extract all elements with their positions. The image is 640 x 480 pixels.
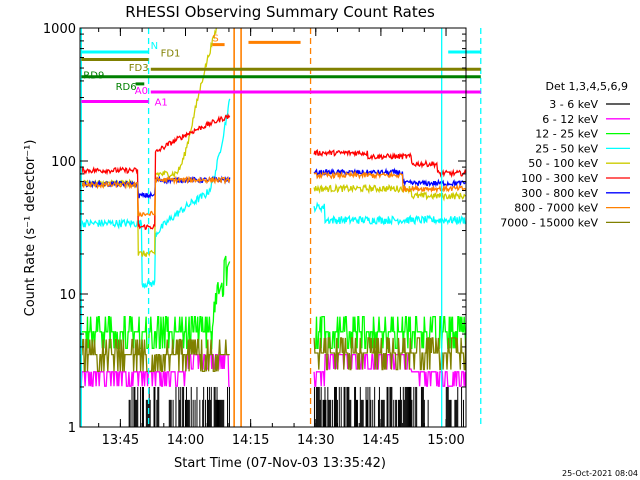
legend-label: 7000 - 15000 keV bbox=[500, 216, 598, 229]
timestamp: 25-Oct-2021 08:04 bbox=[562, 469, 638, 478]
legend-label: 100 - 300 keV bbox=[521, 172, 598, 185]
series-line-25-50-kev-1 bbox=[313, 201, 466, 226]
legend-label: 6 - 12 keV bbox=[542, 113, 598, 126]
chart-title: RHESSI Observing Summary Count Rates bbox=[125, 3, 435, 21]
series-line-25-50-kev-0 bbox=[80, 98, 231, 290]
flag-label-s: S bbox=[212, 34, 218, 45]
y-tick-label: 1000 bbox=[43, 22, 76, 37]
flag-label-fd1: FD1 bbox=[161, 48, 181, 59]
legend-label: 300 - 800 keV bbox=[521, 187, 598, 200]
flag-label-fd3: FD3 bbox=[129, 63, 149, 74]
y-axis: 1 10 100 1000 bbox=[43, 22, 466, 436]
x-axis: 13:45 14:00 14:15 14:30 14:45 15:00 bbox=[98, 28, 465, 448]
series-line-6-12-kev-1 bbox=[313, 353, 466, 387]
series-line-12-25-kev-0 bbox=[80, 255, 231, 350]
series-line-100-300-kev-1 bbox=[313, 148, 466, 179]
legend-label: 12 - 25 keV bbox=[535, 128, 598, 141]
legend-label: 50 - 100 keV bbox=[528, 157, 598, 170]
flag-label-rd6: RD6 bbox=[116, 82, 137, 93]
plot-frame bbox=[79, 27, 467, 428]
x-tick-label: 14:45 bbox=[362, 433, 399, 448]
legend-label: 800 - 7000 keV bbox=[514, 202, 598, 215]
series-line-300-800-kev-1 bbox=[313, 167, 466, 188]
series-line-7000-15000-kev-0 bbox=[80, 338, 230, 372]
series-line-7000-15000-kev-1 bbox=[313, 337, 466, 371]
series-line-800-7000-kev-0 bbox=[80, 175, 231, 218]
legend-label: 25 - 50 keV bbox=[535, 142, 598, 155]
x-tick-label: 14:30 bbox=[297, 433, 334, 448]
y-tick-label: 10 bbox=[59, 288, 76, 303]
flag-label-rd9: RD9 bbox=[83, 71, 104, 82]
legend-label: 3 - 6 keV bbox=[549, 98, 598, 111]
legend-title: Det 1,3,4,5,6,9 bbox=[545, 80, 628, 93]
x-axis-label: Start Time (07-Nov-03 13:35:42) bbox=[174, 456, 386, 471]
series-group bbox=[80, 28, 466, 427]
x-tick-label: 14:15 bbox=[232, 433, 269, 448]
series-line-12-25-kev-1 bbox=[314, 315, 466, 350]
y-tick-label: 100 bbox=[51, 155, 76, 170]
x-tick-label: 13:45 bbox=[102, 433, 139, 448]
x-tick-label: 15:00 bbox=[427, 433, 464, 448]
series-line-800-7000-kev-1 bbox=[313, 170, 466, 194]
flag-label-a1: A1 bbox=[155, 98, 168, 109]
flag-label-n: N bbox=[151, 41, 158, 52]
legend: Det 1,3,4,5,6,9 3 - 6 keV 6 - 12 keV 12 - … bbox=[500, 80, 630, 229]
y-tick-label: 1 bbox=[68, 421, 76, 436]
flag-label-a0: A0 bbox=[135, 86, 148, 97]
series-line-50-100-kev-1 bbox=[313, 183, 466, 202]
y-axis-label: Count Rate (s⁻¹ detector⁻¹) bbox=[23, 140, 38, 317]
x-tick-label: 14:00 bbox=[167, 433, 204, 448]
